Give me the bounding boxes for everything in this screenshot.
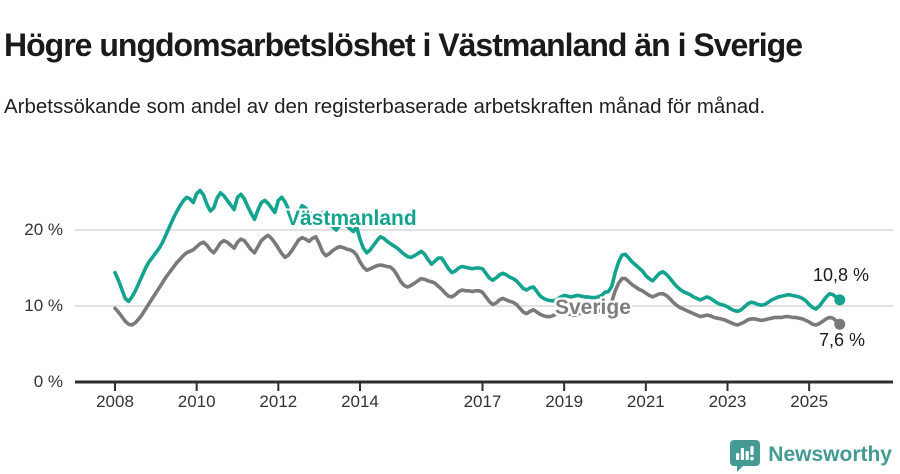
series-line-sverige <box>113 233 842 327</box>
x-axis-label-2023: 2023 <box>708 392 747 411</box>
x-axis-label-2019: 2019 <box>545 392 584 411</box>
end-value-vastmanland: 10,8 % <box>813 265 870 285</box>
x-axis-label-2012: 2012 <box>259 392 298 411</box>
y-axis-label-20: 20 % <box>24 220 63 239</box>
page-title: Högre ungdomsarbetslöshet i Västmanland … <box>4 27 803 64</box>
end-value-sverige: 7,6 % <box>819 330 866 350</box>
y-axis-label-0: 0 % <box>33 372 63 391</box>
y-axis-label-10: 10 % <box>24 296 63 315</box>
newsworthy-logo: Newsworthy <box>729 438 892 472</box>
chart-subtitle: Arbetssökande som andel av den registerb… <box>4 94 766 118</box>
x-axis-label-2010: 2010 <box>177 392 216 411</box>
series-line-västmanland <box>113 188 842 314</box>
series-label-sverige: Sverige <box>555 296 631 319</box>
x-axis-label-2025: 2025 <box>790 392 829 411</box>
newsworthy-icon <box>730 440 761 472</box>
x-axis-label-2017: 2017 <box>463 392 502 411</box>
newsworthy-wordmark: Newsworthy <box>768 443 892 466</box>
end-dot-sverige <box>834 318 846 330</box>
x-axis-label-2008: 2008 <box>96 392 134 411</box>
x-axis-label-2021: 2021 <box>626 392 665 411</box>
end-dot-västmanland <box>834 294 846 306</box>
x-axis-label-2014: 2014 <box>341 392 379 411</box>
series-label-vastmanland: Västmanland <box>286 207 417 230</box>
